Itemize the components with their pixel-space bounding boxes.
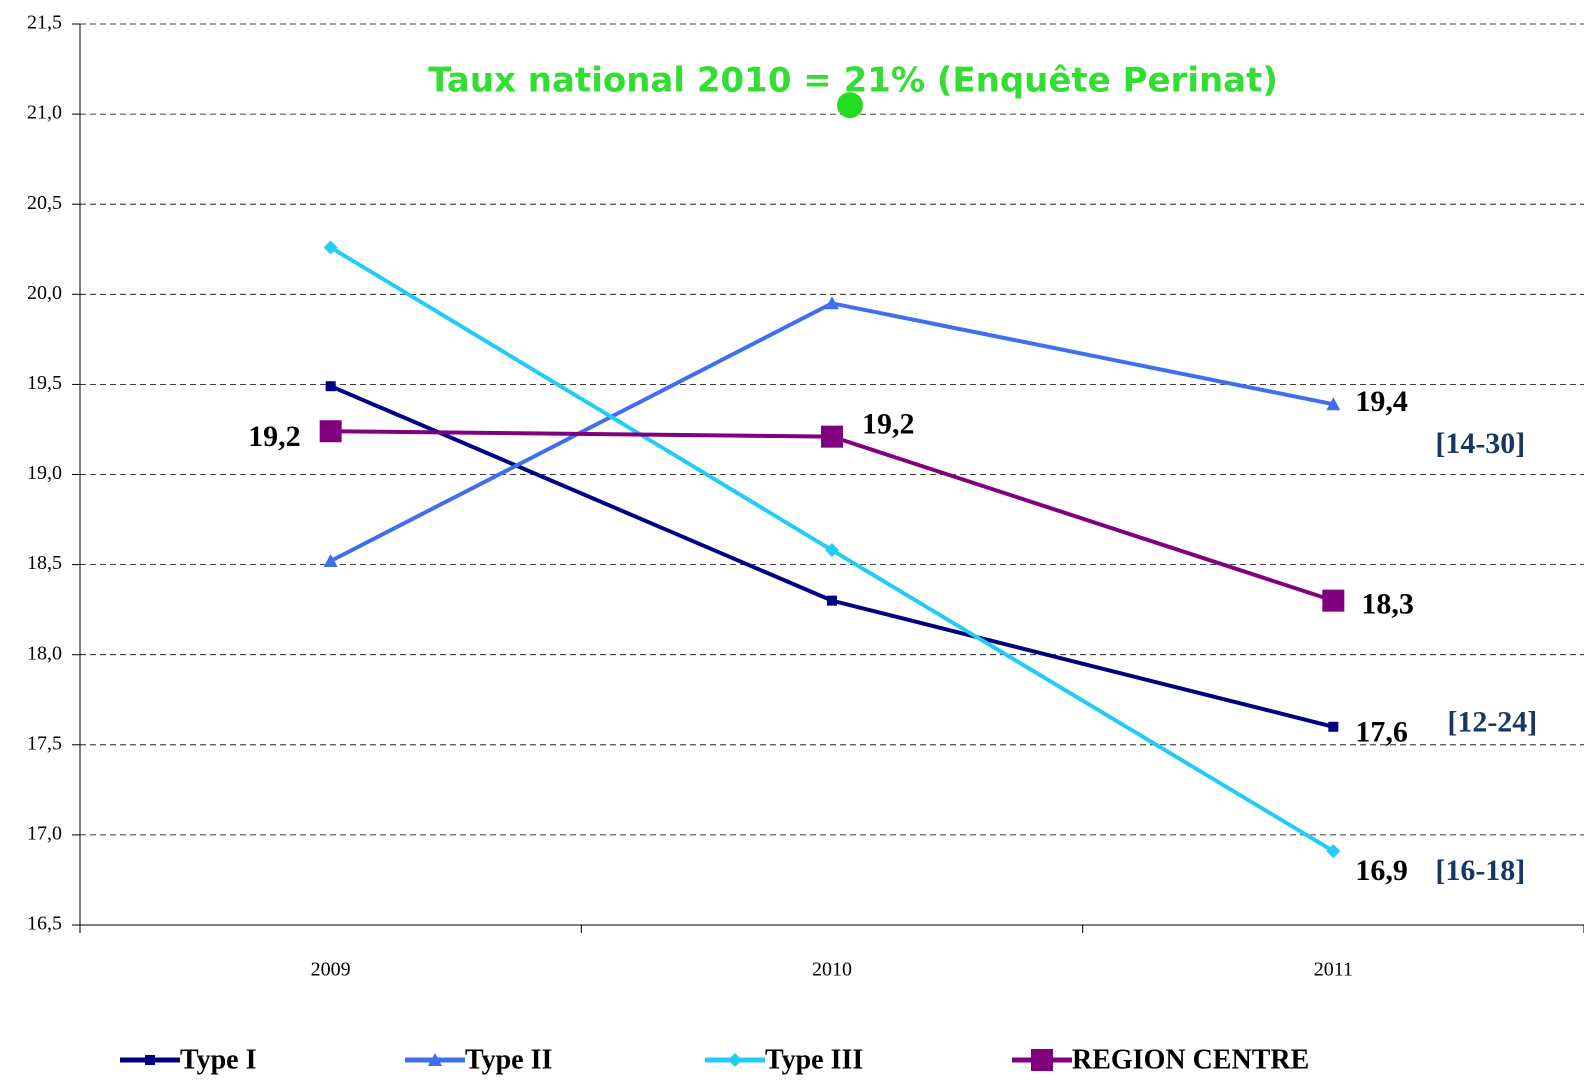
legend-marker (428, 1053, 442, 1066)
marker (325, 381, 336, 392)
marker (827, 595, 837, 606)
y-tick-label: 20,5 (27, 192, 62, 214)
legend-label: REGION CENTRE (1072, 1044, 1309, 1075)
y-tick-label: 18,0 (27, 642, 62, 664)
marker (323, 240, 338, 255)
legend-label: Type I (180, 1044, 257, 1075)
marker (1328, 721, 1339, 732)
data-label: 19,4 (1355, 385, 1408, 418)
series-line (330, 429, 1334, 603)
national-marker (837, 92, 863, 119)
marker (323, 553, 338, 567)
range-label: [12-24] (1447, 706, 1537, 739)
y-tick-label: 16,5 (27, 913, 62, 935)
y-tick-label: 21,5 (27, 12, 62, 34)
x-tick-label: 2011 (1314, 959, 1353, 981)
y-tick-label: 18,5 (27, 552, 62, 574)
data-label: 17,6 (1355, 716, 1408, 749)
legend-marker (145, 1055, 155, 1065)
data-label: 18,3 (1361, 588, 1414, 621)
marker (825, 543, 839, 558)
legend-label: Type III (765, 1044, 863, 1075)
y-tick-label: 19,0 (27, 462, 62, 484)
x-tick-label: 2010 (812, 959, 852, 981)
marker (1322, 589, 1345, 612)
x-tick-label: 2009 (311, 959, 351, 981)
legend-label: Type II (465, 1044, 552, 1075)
y-tick-label: 17,0 (27, 822, 62, 844)
data-label: 19,2 (248, 420, 301, 453)
range-label: [16-18] (1435, 854, 1525, 887)
marker (319, 420, 342, 443)
marker (825, 296, 839, 310)
y-tick-label: 17,5 (27, 732, 62, 754)
legend-marker (728, 1053, 742, 1067)
data-label: 16,9 (1355, 854, 1408, 887)
marker (1326, 844, 1341, 859)
y-tick-label: 20,0 (27, 282, 62, 304)
marker (821, 425, 843, 448)
y-tick-label: 19,5 (27, 372, 62, 394)
range-label: [14-30] (1435, 427, 1525, 460)
marker (1326, 397, 1341, 411)
data-label: 19,2 (862, 408, 915, 441)
y-tick-label: 21,0 (27, 102, 62, 124)
legend-marker (1031, 1049, 1053, 1071)
